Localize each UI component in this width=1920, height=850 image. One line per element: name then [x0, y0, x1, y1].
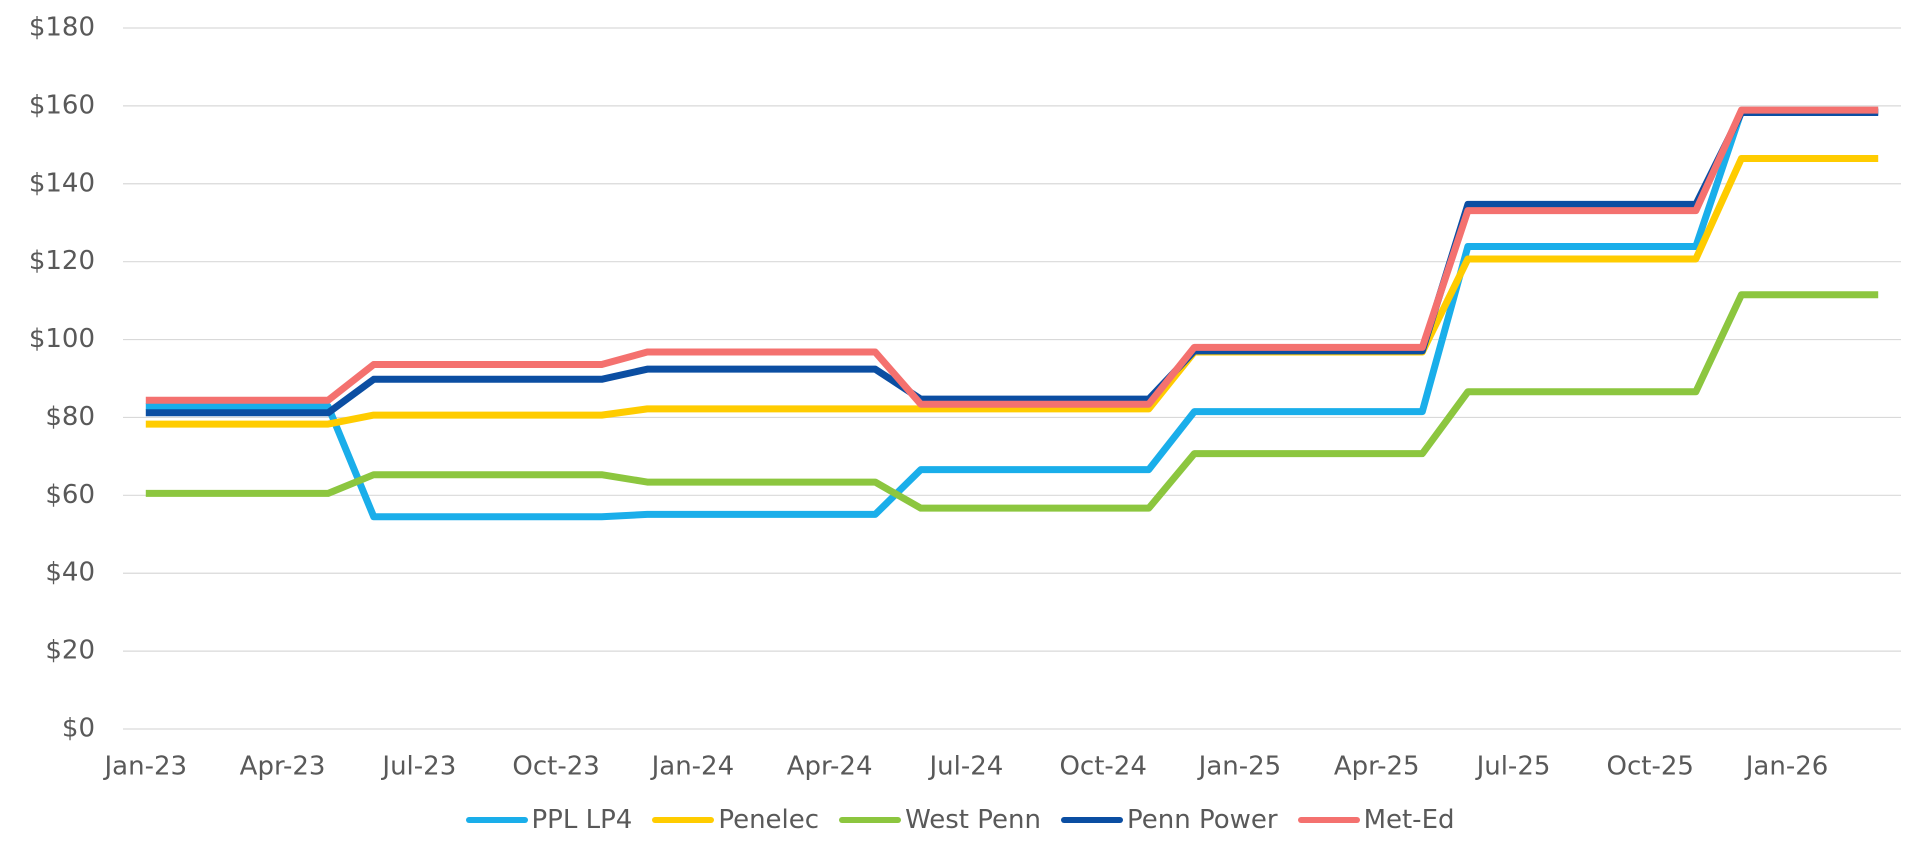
legend-swatch — [839, 817, 902, 823]
x-tick-label: Apr-24 — [787, 752, 873, 782]
x-tick-label: Jan-23 — [103, 752, 188, 782]
legend-swatch — [652, 817, 715, 823]
legend-item: West Penn — [839, 805, 1041, 835]
chart: $0 $20 $40 $60 $80 $100 $120 $140 $160 $180 Jan-23… — [29, 13, 1901, 782]
legend: PPL LP4 Penelec West Penn Penn Power Met-Ed — [0, 805, 1920, 835]
y-tick-label: $60 — [45, 480, 95, 510]
y-tick-label: $20 — [45, 636, 95, 666]
y-tick-label: $120 — [29, 246, 95, 276]
x-tick-label: Oct-23 — [512, 752, 599, 782]
legend-swatch — [1060, 817, 1123, 823]
y-tick-label: $160 — [29, 90, 95, 120]
legend-swatch — [1297, 817, 1360, 823]
series-line — [145, 291, 1879, 512]
legend-swatch — [465, 817, 528, 823]
x-tick-label: Oct-24 — [1059, 752, 1146, 782]
x-tick-label: Apr-25 — [1334, 752, 1420, 782]
x-tick-label: Jan-26 — [1744, 752, 1829, 782]
legend-label: West Penn — [905, 805, 1041, 835]
legend-item: Penelec — [652, 805, 819, 835]
legend-label: Penn Power — [1126, 805, 1278, 835]
legend-item: PPL LP4 — [465, 805, 633, 835]
series-line — [145, 109, 1879, 417]
legend-label: PPL LP4 — [531, 805, 633, 835]
legend-label: Penelec — [718, 805, 820, 835]
x-tick-label: Jan-25 — [1197, 752, 1282, 782]
y-tick-label: $140 — [29, 168, 95, 198]
legend-item: Penn Power — [1060, 805, 1278, 835]
x-tick-label: Apr-23 — [240, 752, 326, 782]
series-line — [145, 107, 1879, 521]
x-tick-label: Jul-24 — [927, 752, 1003, 782]
y-tick-label: $0 — [62, 714, 95, 744]
x-tick-label: Jan-24 — [650, 752, 735, 782]
y-tick-label: $100 — [29, 324, 95, 354]
y-tick-label: $180 — [29, 13, 95, 43]
y-tick-label: $80 — [45, 402, 95, 432]
legend-label: Met-Ed — [1363, 805, 1455, 835]
x-tick-label: Oct-25 — [1607, 752, 1694, 782]
legend-item: Met-Ed — [1297, 805, 1455, 835]
series-line — [145, 154, 1879, 428]
x-tick-label: Jul-25 — [1475, 752, 1551, 782]
series-line — [145, 106, 1879, 408]
x-tick-label: Jul-23 — [380, 752, 456, 782]
y-tick-label: $40 — [45, 558, 95, 588]
